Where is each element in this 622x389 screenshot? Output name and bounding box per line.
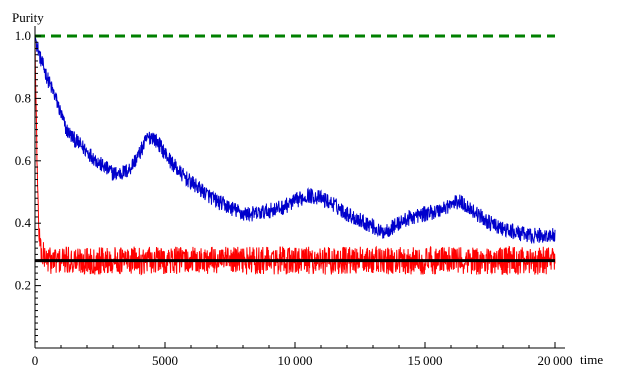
y-axis-title: Purity — [12, 10, 44, 25]
blue-series-line — [34, 35, 556, 244]
x-tick-label: 0 — [32, 353, 39, 368]
red-series-line — [34, 35, 556, 276]
axes-layer — [34, 26, 565, 349]
ticks-layer: 0 5000 10 000 15 000 20 000 0.2 0.4 0.6 0.8 1.0 — [15, 28, 573, 368]
x-axis-title: time — [580, 352, 603, 367]
y-tick-label: 0.6 — [15, 153, 32, 168]
x-tick-label: 15 000 — [407, 353, 442, 368]
y-tick-label: 0.2 — [15, 278, 31, 293]
series-layer — [34, 34, 556, 276]
x-tick-label: 20 000 — [537, 353, 572, 368]
x-tick-label: 5000 — [152, 353, 178, 368]
x-tick-label: 10 000 — [277, 353, 312, 368]
y-tick-label: 0.8 — [15, 90, 31, 105]
y-tick-label: 1.0 — [15, 28, 31, 43]
y-tick-label: 0.4 — [15, 215, 32, 230]
